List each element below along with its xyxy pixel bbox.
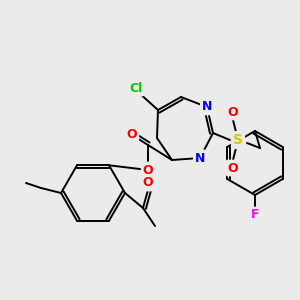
Text: O: O — [228, 161, 238, 175]
Text: S: S — [233, 133, 243, 147]
Text: N: N — [195, 152, 205, 164]
Text: Cl: Cl — [129, 82, 142, 94]
Text: F: F — [251, 208, 259, 221]
Text: O: O — [143, 164, 153, 176]
Text: O: O — [228, 106, 238, 118]
Text: N: N — [202, 100, 212, 113]
Text: O: O — [143, 176, 153, 190]
Text: O: O — [127, 128, 137, 142]
